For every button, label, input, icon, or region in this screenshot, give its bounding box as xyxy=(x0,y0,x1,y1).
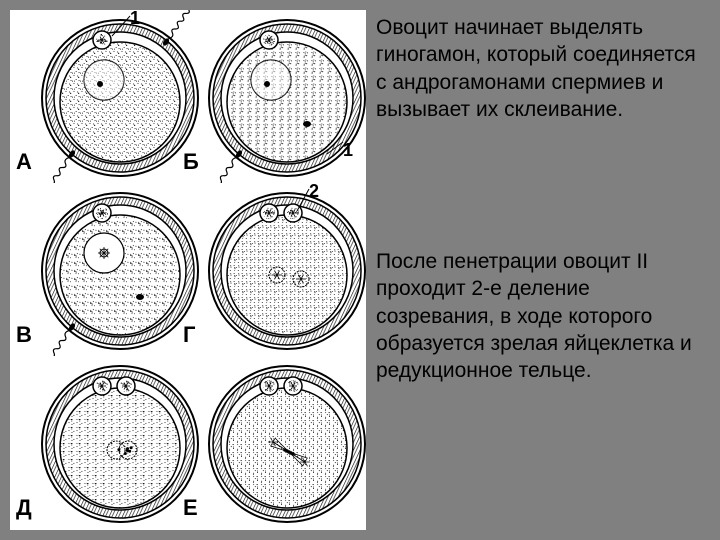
row-3: ДЕ xyxy=(10,356,366,529)
number-label: 1 xyxy=(343,140,353,161)
panel-label: Е xyxy=(183,495,198,521)
cell-panel-А: А1 xyxy=(38,10,203,183)
row-1: А1Б1 xyxy=(10,10,366,183)
cell-panel-Е: Е xyxy=(205,356,370,529)
number-label: 2 xyxy=(309,181,319,202)
panel-label: В xyxy=(16,322,32,348)
paragraph-1: Овоцит начинает выделять гиногамон, кото… xyxy=(376,14,706,123)
cell-panel-Д: Д xyxy=(38,356,203,529)
number-label: 1 xyxy=(130,8,140,29)
panel-label: Г xyxy=(183,322,195,348)
panel-label: Б xyxy=(183,149,199,175)
diagram-area: А1Б1 ВГ2 ДЕ xyxy=(10,10,366,530)
cell-panel-Г: Г2 xyxy=(205,183,370,356)
paragraph-2: После пенетрации овоцит II проходит 2-е … xyxy=(376,248,706,384)
row-2: ВГ2 xyxy=(10,183,366,356)
panel-label: А xyxy=(16,149,32,175)
panel-label: Д xyxy=(16,495,32,521)
cell-panel-Б: Б1 xyxy=(205,10,370,183)
cell-panel-В: В xyxy=(38,183,203,356)
